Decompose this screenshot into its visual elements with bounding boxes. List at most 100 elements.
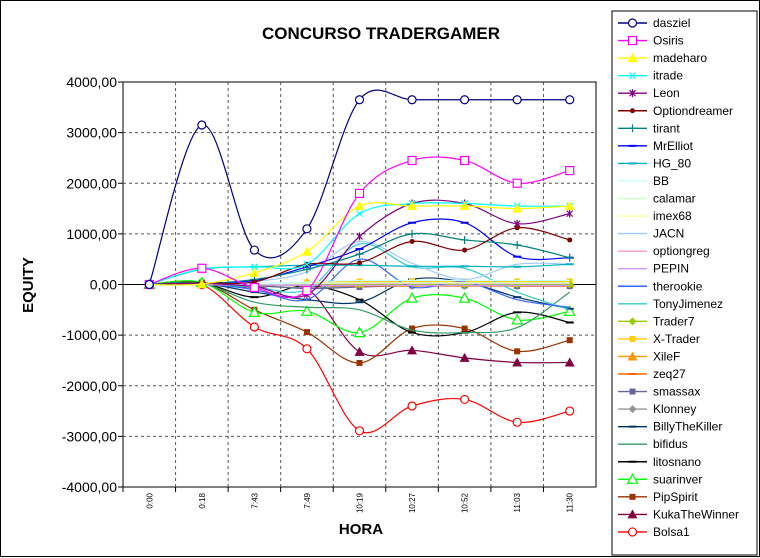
legend-label: smassax: [653, 385, 700, 399]
x-tick-label: 0:00: [145, 492, 154, 508]
legend-swatch-marker: [628, 124, 637, 133]
legend-entry: Klonney: [618, 402, 696, 416]
legend-entry: X-Trader: [618, 332, 700, 346]
legend-entry: Optiondreamer: [618, 104, 733, 118]
legend-entry: Leon: [618, 86, 680, 100]
legend-entry: suarinver: [618, 472, 702, 486]
series-group: [143, 89, 576, 436]
data-point: [563, 305, 576, 316]
data-point: [460, 95, 470, 105]
legend-label: BB: [653, 174, 669, 188]
y-axis-label: EQUITY: [20, 257, 37, 313]
legend-entry: bifidus: [618, 437, 688, 451]
legend-label: BillyTheKiller: [653, 420, 722, 434]
data-point: [514, 348, 521, 355]
legend-label: tirant: [653, 121, 680, 135]
data-point: [302, 344, 312, 354]
data-point: [408, 229, 417, 238]
legend-label: Osiris: [653, 34, 684, 48]
legend-swatch-marker: [626, 473, 639, 484]
data-point: [565, 95, 575, 105]
data-point: [462, 247, 468, 253]
data-point: [512, 178, 522, 188]
legend-entry: PEPIN: [618, 262, 689, 276]
data-point: [249, 322, 259, 332]
data-point: [513, 241, 522, 250]
data-point: [566, 337, 573, 344]
legend-label: litosnano: [653, 455, 701, 469]
legend-swatch-marker: [627, 53, 638, 63]
data-point: [512, 357, 523, 367]
legend-entry: HG_80: [618, 156, 691, 170]
data-point: [248, 306, 261, 317]
series-line: [149, 283, 570, 287]
legend-swatch-marker: [628, 317, 637, 326]
legend-swatch-marker: [628, 405, 637, 414]
data-point: [249, 282, 259, 293]
x-tick-label: 10:27: [408, 492, 417, 513]
legend-entry: calamar: [618, 192, 696, 206]
legend-entry: TonyJimenez: [618, 297, 723, 311]
x-tick-label: 10:52: [461, 492, 470, 513]
data-point: [407, 201, 418, 211]
x-axis-label: HORA: [339, 521, 383, 538]
legend-label: calamar: [653, 192, 696, 206]
legend-label: suarinver: [653, 472, 702, 486]
data-point: [249, 267, 260, 277]
y-tick-label: -4000,00: [62, 479, 117, 495]
data-point: [300, 305, 313, 316]
legend-entry: itrade: [618, 69, 683, 83]
data-point: [356, 232, 363, 241]
y-tick-label: 4000,00: [66, 74, 117, 90]
legend-entry: optiongreg: [618, 244, 710, 258]
legend-label: optiongreg: [653, 244, 710, 258]
legend-swatch-marker: [629, 72, 636, 80]
y-tick-label: 2000,00: [66, 175, 117, 191]
data-point: [564, 357, 575, 367]
legend-label: bifidus: [653, 437, 688, 451]
legend-label: therookie: [653, 279, 703, 293]
legend-label: zeq27: [653, 367, 686, 381]
x-tick-label: 11:30: [566, 492, 575, 512]
legend-entry: BillyTheKiller: [618, 420, 722, 434]
legend-entry: PipSpirit: [618, 490, 698, 504]
legend-label: Trader7: [653, 314, 695, 328]
data-point: [302, 285, 312, 296]
data-point: [406, 291, 419, 303]
legend-label: JACN: [653, 227, 684, 241]
legend-entry: dasziel: [618, 16, 690, 30]
y-tick-label: -3000,00: [62, 428, 117, 444]
legend-swatch-marker: [627, 509, 638, 519]
legend-label: PipSpirit: [653, 490, 698, 504]
data-point: [354, 95, 365, 105]
data-point: [357, 260, 362, 266]
legend-label: Leon: [653, 86, 680, 100]
data-point: [197, 120, 207, 130]
legend-entry: litosnano: [618, 455, 701, 469]
data-point: [461, 325, 468, 332]
y-tick-label: 3000,00: [66, 125, 117, 141]
legend-swatch-marker: [629, 89, 636, 98]
legend-entry: tirant: [618, 121, 680, 135]
series-pepin: [149, 283, 570, 287]
legend-entry: therookie: [618, 279, 703, 293]
data-point: [459, 201, 470, 211]
data-point: [407, 345, 418, 355]
data-point: [409, 325, 416, 332]
series-osiris: [144, 155, 575, 299]
data-point: [459, 352, 470, 362]
legend-label: madeharo: [653, 51, 707, 65]
data-point: [407, 401, 417, 411]
grid: [123, 82, 596, 487]
data-point: [250, 263, 258, 271]
data-point: [407, 155, 417, 166]
data-point: [197, 263, 207, 273]
legend: dasziel Osiris madeharo itrade Leon Optiondre…: [618, 16, 739, 539]
legend-label: itrade: [653, 69, 683, 83]
data-point: [353, 326, 366, 338]
data-point: [354, 201, 365, 211]
data-point: [196, 278, 207, 288]
data-point: [512, 203, 523, 213]
y-tick-label: -2000,00: [62, 378, 117, 394]
